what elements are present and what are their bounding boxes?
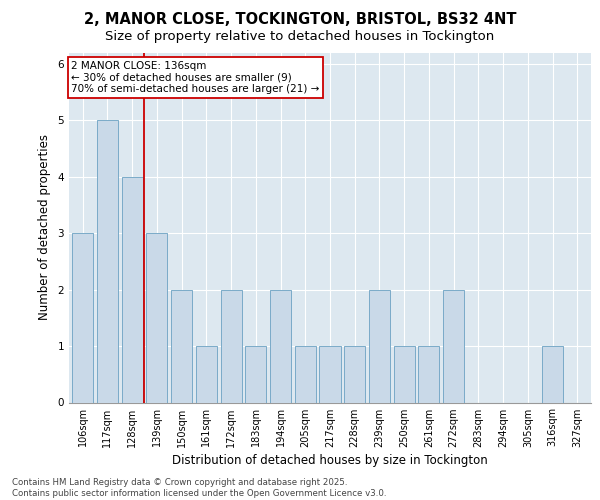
Bar (344, 346, 365, 403)
Text: 2, MANOR CLOSE, TOCKINGTON, BRISTOL, BS32 4NT: 2, MANOR CLOSE, TOCKINGTON, BRISTOL, BS3… (84, 12, 516, 28)
X-axis label: Distribution of detached houses by size in Tockington: Distribution of detached houses by size … (172, 454, 488, 467)
Bar (122, 176, 143, 402)
Bar (394, 346, 415, 403)
Bar (443, 290, 464, 403)
Bar (146, 233, 167, 402)
Bar (221, 290, 242, 403)
Y-axis label: Number of detached properties: Number of detached properties (38, 134, 50, 320)
Bar (196, 346, 217, 403)
Text: 2 MANOR CLOSE: 136sqm
← 30% of detached houses are smaller (9)
70% of semi-detac: 2 MANOR CLOSE: 136sqm ← 30% of detached … (71, 61, 320, 94)
Bar (319, 346, 341, 403)
Text: Size of property relative to detached houses in Tockington: Size of property relative to detached ho… (106, 30, 494, 43)
Bar (295, 346, 316, 403)
Bar (418, 346, 439, 403)
Bar (171, 290, 192, 403)
Bar (97, 120, 118, 403)
Bar (369, 290, 390, 403)
Bar (270, 290, 291, 403)
Bar (72, 233, 93, 402)
Bar (542, 346, 563, 403)
Bar (245, 346, 266, 403)
Text: Contains HM Land Registry data © Crown copyright and database right 2025.
Contai: Contains HM Land Registry data © Crown c… (12, 478, 386, 498)
